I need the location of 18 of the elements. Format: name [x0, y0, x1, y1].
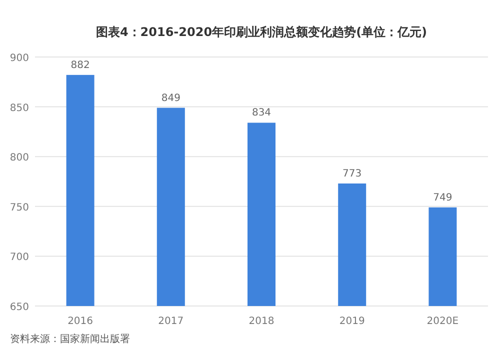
y-tick-label: 700 [10, 252, 29, 264]
x-tick-label: 2016 [68, 316, 94, 327]
data-label: 882 [70, 60, 90, 71]
y-tick-label: 650 [10, 302, 29, 313]
x-tick-label: 2018 [248, 316, 274, 327]
chart-title: 图表4：2016-2020年印刷业利润总额变化趋势(单位：亿元) [96, 25, 428, 39]
y-tick-label: 850 [10, 102, 29, 114]
x-tick-label: 2017 [158, 316, 184, 327]
data-label: 749 [433, 192, 452, 204]
y-tick-label: 750 [10, 202, 29, 214]
data-label: 773 [342, 168, 362, 180]
x-tick-label: 2020E [426, 316, 459, 327]
data-label: 849 [161, 92, 180, 104]
y-tick-label: 900 [10, 53, 29, 64]
y-tick-label: 800 [10, 152, 29, 164]
x-tick-label: 2019 [339, 316, 365, 327]
text: 资料来源：国家新闻出版署 [10, 333, 130, 345]
data-label: 834 [252, 108, 272, 119]
